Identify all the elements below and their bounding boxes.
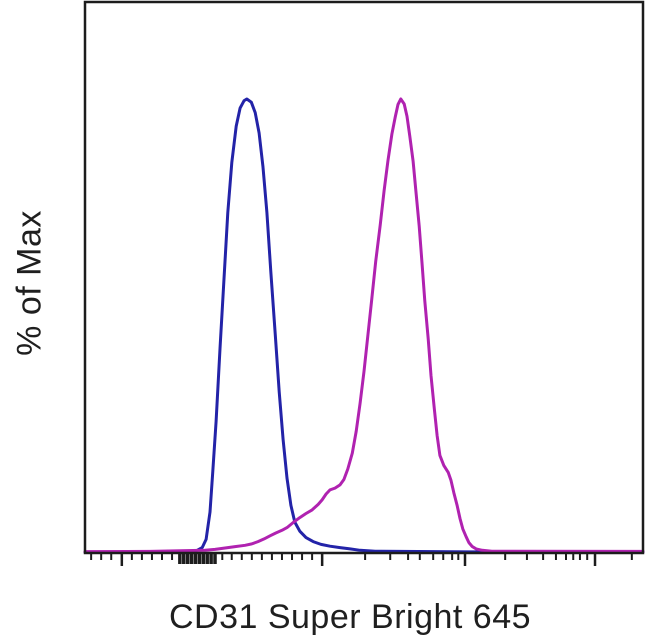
series-cd31-super-bright-645-stained [83, 97, 645, 554]
x-axis-label: CD31 Super Bright 645 [168, 598, 532, 636]
y-axis-label: % of Max [10, 210, 49, 356]
plot-border [83, 0, 645, 555]
x-axis-ticks [90, 553, 633, 566]
series-unstained-control [83, 97, 645, 554]
